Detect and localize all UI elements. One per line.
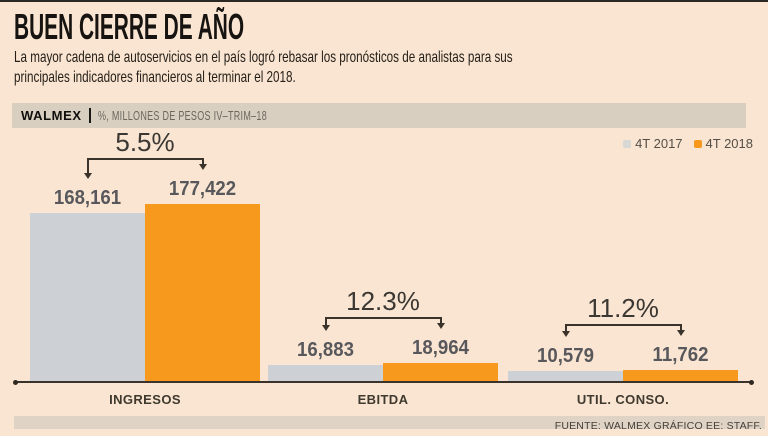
pct-bracket-arrow-icon [436, 323, 445, 329]
bar-4t-2018-ingresos [145, 204, 260, 382]
pct-change-label-ebitda: 12.3% [346, 286, 420, 316]
chart-legend: 4T 2017 4T 2018 [623, 136, 753, 151]
units-label: %, MILLONES DE PESOS IV–TRIM–18 [97, 108, 267, 123]
x-axis-line [16, 381, 752, 383]
legend-item-4t-2017: 4T 2017 [623, 136, 683, 151]
subtitle-line-2: principales indicadores financieros al t… [14, 69, 296, 86]
bar-4t-2018-ebitda [383, 363, 498, 382]
value-label-4t-2017-ebitda: 16,883 [297, 339, 354, 361]
value-label-4t-2018-util-conso: 11,762 [652, 344, 709, 366]
legend-swatch-orange [693, 139, 702, 148]
value-label-4t-2017-util-conso: 10,579 [537, 345, 594, 367]
value-label-4t-2018-ingresos: 177,422 [168, 178, 237, 200]
value-label-4t-2017-ingresos: 168,161 [53, 187, 122, 209]
subtitle-line-1: La mayor cadena de autoservicios en el p… [14, 49, 513, 66]
pct-bracket-arrow-icon [321, 325, 330, 331]
kicker-divider [88, 108, 91, 123]
legend-label-4t-2018: 4T 2018 [705, 136, 753, 151]
legend-swatch-gray [623, 139, 632, 148]
kicker-band: WALMEX %, MILLONES DE PESOS IV–TRIM–18 [12, 103, 746, 128]
pct-bracket-tick-ebitda [439, 317, 442, 323]
category-label-ebitda: EBITDA [357, 392, 409, 407]
bar-4t-2017-ingresos [30, 213, 145, 382]
bar-4t-2017-ebitda [268, 365, 383, 382]
category-label-ingresos: INGRESOS [109, 392, 181, 407]
axis-endpoint-dot-left [13, 380, 18, 385]
pct-bracket-tick-ebitda [324, 317, 327, 325]
pct-bracket-line-util-conso [565, 324, 681, 326]
axis-endpoint-dot-right [749, 380, 754, 385]
pct-bracket-arrow-icon [561, 331, 570, 337]
pct-bracket-tick-ingresos [86, 158, 89, 173]
legend-item-4t-2018: 4T 2018 [693, 136, 753, 151]
pct-bracket-line-ingresos [87, 158, 203, 160]
pct-bracket-line-ebitda [325, 317, 441, 319]
pct-bracket-tick-util-conso [564, 324, 567, 331]
value-label-4t-2018-ebitda: 18,964 [412, 337, 469, 359]
subtitle: La mayor cadena de autoservicios en el p… [14, 48, 697, 88]
pct-bracket-tick-ingresos [201, 158, 204, 164]
source-label: FUENTE: WALMEX GRÁFICO EE: STAFF. [554, 420, 762, 432]
pct-bracket-arrow-icon [676, 330, 685, 336]
source-band: FUENTE: WALMEX GRÁFICO EE: STAFF. [14, 416, 765, 432]
pct-bracket-arrow-icon [198, 164, 207, 170]
pct-change-label-ingresos: 5.5% [115, 127, 175, 157]
pct-bracket-arrow-icon [83, 173, 92, 179]
bar-4t-2017-util-conso [508, 371, 623, 382]
legend-label-4t-2017: 4T 2017 [635, 136, 683, 151]
brand-label: WALMEX [21, 108, 82, 123]
category-label-util-conso: UTIL. CONSO. [576, 392, 670, 407]
page-title: BUEN CIERRE DE AÑO [14, 6, 245, 47]
pct-change-label-util-conso: 11.2% [587, 293, 659, 323]
pct-bracket-tick-util-conso [679, 324, 682, 330]
bar-4t-2018-util-conso [623, 370, 738, 382]
